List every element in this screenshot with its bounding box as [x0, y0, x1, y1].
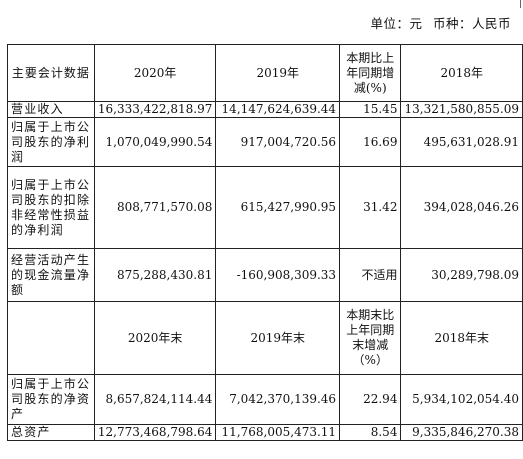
row-label: 总资产: [7, 424, 95, 441]
table-cell: 9,335,846,270.38: [400, 424, 523, 441]
header-cell: 本期比上年同期增减(%): [339, 44, 402, 102]
table-cell: 875,288,430.81: [93, 248, 217, 302]
table-cell: 14,147,624,639.44: [215, 101, 341, 118]
table-cell: 13,321,580,855.09: [400, 101, 523, 118]
header-cell: 2019年末: [215, 301, 341, 375]
unit-label: 单位：元: [370, 16, 423, 31]
row-label: 归属于上市公司股东的净资产: [7, 374, 95, 425]
table-subheader-row: 2020年末 2019年末 本期末比上年同期末增减（%） 2018年末: [7, 301, 523, 375]
table-cell: 1,070,049,990.54: [93, 117, 217, 167]
header-cell: 2020年: [93, 44, 217, 102]
row-label: 归属于上市公司股东的净利润: [7, 117, 95, 167]
header-cell: 2019年: [215, 44, 341, 102]
table-header-row: 主要会计数据 2020年 2019年 本期比上年同期增减(%) 2018年: [7, 44, 523, 102]
table-cell: 16,333,422,818.97: [93, 101, 217, 118]
table-cell: 7,042,370,139.46: [215, 374, 341, 425]
table-cell: 8.54: [339, 424, 402, 441]
header-cell: 2020年末: [93, 301, 217, 375]
table-cell: 31.42: [339, 166, 402, 249]
table-cell: 495,631,028.91: [400, 117, 523, 167]
row-label: 经营活动产生的现金流量净额: [7, 248, 95, 302]
currency-label: 币种：人民币: [432, 16, 511, 31]
row-label: 营业收入: [7, 101, 95, 118]
table-row: 经营活动产生的现金流量净额 875,288,430.81 -160,908,30…: [7, 248, 523, 302]
table-row: 归属于上市公司股东的净资产 8,657,824,114.44 7,042,370…: [7, 374, 523, 425]
key-accounting-data-table: 主要会计数据 2020年 2019年 本期比上年同期增减(%) 2018年 营业…: [7, 44, 523, 441]
header-cell: 主要会计数据: [7, 44, 95, 102]
table-row: 营业收入 16,333,422,818.97 14,147,624,639.44…: [7, 101, 523, 118]
header-cell: [7, 301, 95, 375]
page-edge-mark: [520, 0, 521, 8]
table-cell: -160,908,309.33: [215, 248, 341, 302]
table-cell: 不适用: [339, 248, 402, 302]
table-cell: 11,768,005,473.11: [215, 424, 341, 441]
table-cell: 615,427,990.95: [215, 166, 341, 249]
table-cell: 16.69: [339, 117, 402, 167]
table-cell: 394,028,046.26: [400, 166, 523, 249]
table-cell: 22.94: [339, 374, 402, 425]
row-label: 归属于上市公司股东的扣除非经常性损益的净利润: [7, 166, 95, 249]
table-cell: 5,934,102,054.40: [400, 374, 523, 425]
unit-currency-line: 单位：元 币种：人民币: [364, 13, 511, 32]
table-cell: 30,289,798.09: [400, 248, 523, 302]
table-cell: 15.45: [339, 101, 402, 118]
table-cell: 808,771,570.08: [93, 166, 217, 249]
table-row: 总资产 12,773,468,798.64 11,768,005,473.11 …: [7, 424, 523, 441]
table-row: 归属于上市公司股东的净利润 1,070,049,990.54 917,004,7…: [7, 117, 523, 167]
table-row: 归属于上市公司股东的扣除非经常性损益的净利润 808,771,570.08 61…: [7, 166, 523, 249]
table-cell: 12,773,468,798.64: [93, 424, 217, 441]
table-cell: 8,657,824,114.44: [93, 374, 217, 425]
table-cell: 917,004,720.56: [215, 117, 341, 167]
header-cell: 2018年末: [400, 301, 523, 375]
header-cell: 本期末比上年同期末增减（%）: [339, 301, 402, 375]
header-cell: 2018年: [400, 44, 523, 102]
